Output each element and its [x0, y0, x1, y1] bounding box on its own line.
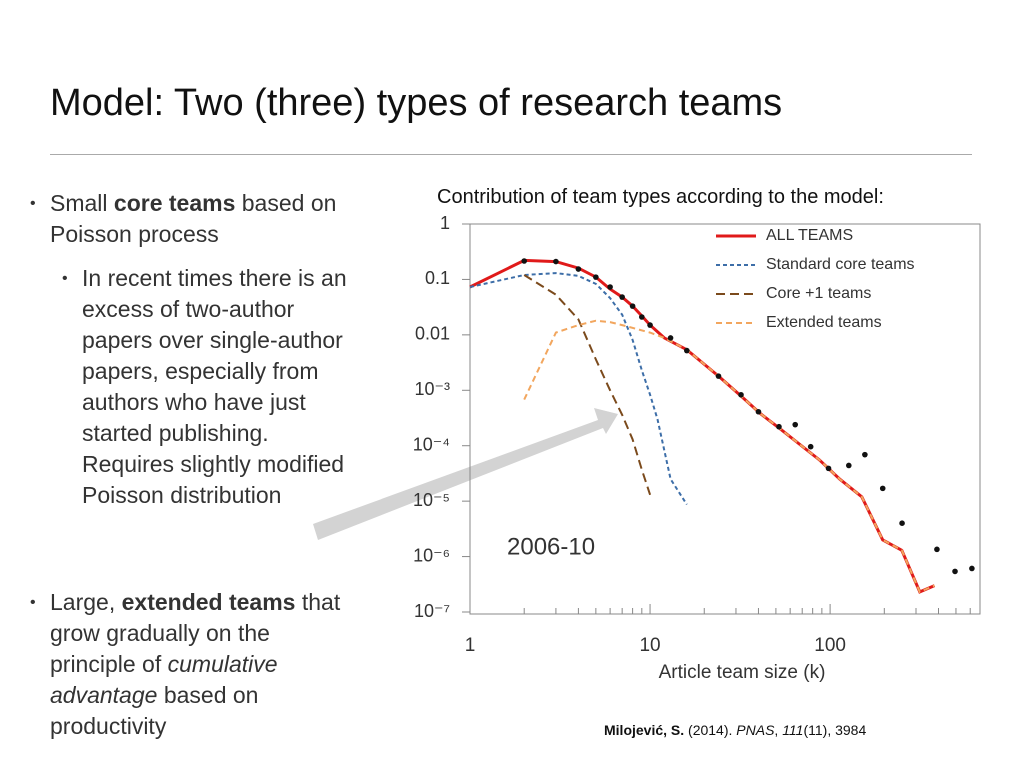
data-point — [776, 423, 782, 430]
data-point — [607, 284, 613, 290]
sub-bullet: In recent times there is an excess of tw… — [62, 263, 352, 511]
text: cumulative advantage — [50, 651, 278, 708]
y-tick-label: 10⁻³ — [414, 379, 450, 399]
data-point — [845, 462, 852, 469]
data-point — [969, 565, 975, 572]
series-line — [469, 272, 688, 506]
y-tick-label: 10⁻⁷ — [414, 601, 450, 621]
divider — [50, 154, 972, 155]
y-tick-label: 1 — [440, 213, 450, 233]
text: based on Poisson process — [50, 190, 337, 247]
plot-frame — [469, 223, 981, 615]
chart-caption: Contribution of team types according to … — [437, 186, 884, 208]
data-point — [553, 258, 559, 265]
y-tick-label: 0.1 — [425, 268, 450, 288]
data-point — [755, 408, 762, 415]
data-point — [639, 314, 645, 320]
text: , — [774, 722, 783, 738]
x-tick-label: 10 — [639, 635, 660, 656]
data-point — [792, 421, 799, 428]
bullet: Large, extended teams that grow graduall… — [30, 587, 350, 742]
x-axis-label: Article team size (k) — [659, 662, 826, 683]
legend-label: Standard core teams — [766, 256, 915, 273]
data-point — [647, 322, 653, 328]
data-point — [593, 274, 599, 280]
bullet: Small core teams based on Poisson proces… — [30, 188, 350, 250]
y-tick-label: 10⁻⁶ — [413, 545, 450, 565]
legend-label: ALL TEAMS — [766, 227, 853, 244]
data-point — [807, 443, 814, 450]
x-tick-label: 1 — [465, 635, 476, 656]
y-tick-label: 10⁻⁴ — [413, 434, 450, 454]
y-tick-label: 0.01 — [415, 324, 450, 344]
citation: Milojević, S. (2014). PNAS, 111(11), 398… — [604, 722, 866, 738]
data-point — [879, 485, 886, 492]
data-point — [715, 373, 722, 379]
series-line — [523, 274, 652, 496]
text: (2014). — [684, 722, 737, 738]
data-point — [575, 266, 582, 272]
data-point — [825, 465, 832, 472]
text: based on productivity — [50, 682, 259, 739]
data-point — [619, 294, 625, 300]
data-point — [521, 258, 528, 264]
text: core teams — [113, 190, 236, 216]
y-tick-label: 10⁻⁵ — [413, 490, 450, 510]
data-point — [952, 568, 958, 575]
data-point — [667, 335, 674, 341]
text: that grow gradually on the principle of — [50, 589, 341, 677]
data-point — [899, 520, 905, 527]
legend-label: Extended teams — [766, 314, 882, 331]
text: Large, — [50, 589, 122, 615]
text: PNAS — [736, 722, 775, 738]
data-point — [684, 347, 690, 354]
arrow — [313, 408, 618, 540]
text: extended teams — [121, 589, 296, 615]
data-point — [738, 391, 744, 398]
data-point — [862, 451, 868, 458]
text: 111 — [782, 722, 804, 738]
data-point — [934, 546, 940, 553]
data-point — [629, 303, 636, 309]
text: Small — [50, 190, 114, 216]
annotation: 2006-10 — [507, 533, 595, 560]
slide-title: Model: Two (three) types of research tea… — [50, 82, 783, 124]
text: Milojević, S. — [604, 722, 685, 738]
x-tick-label: 100 — [814, 635, 846, 656]
legend-label: Core +1 teams — [766, 285, 871, 302]
text: In recent times there is an excess of tw… — [82, 265, 347, 508]
text: (11), 3984 — [803, 722, 867, 738]
